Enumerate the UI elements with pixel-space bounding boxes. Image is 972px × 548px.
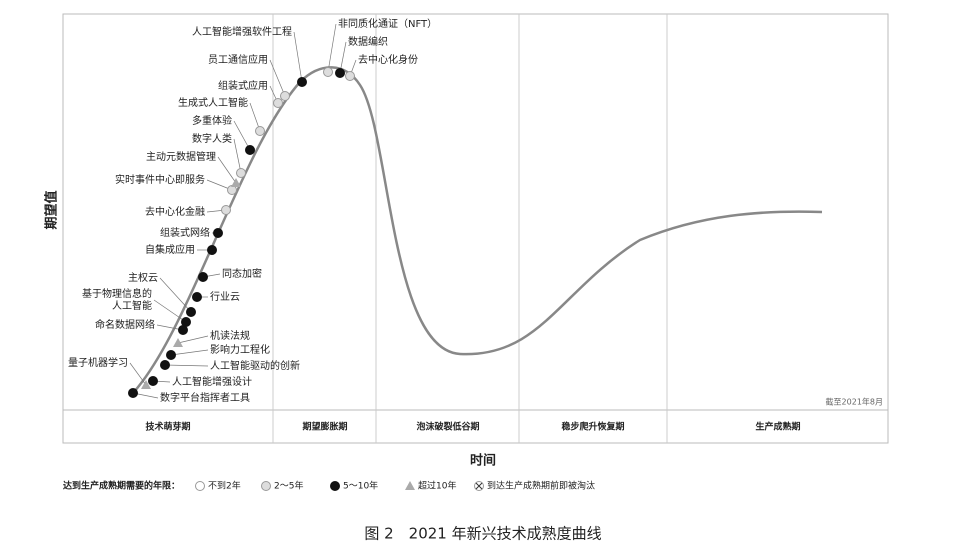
legend-label: 超过10年: [418, 480, 456, 492]
marker: [273, 98, 283, 108]
marker: [128, 388, 138, 398]
marker: [330, 481, 340, 491]
marker: [236, 168, 246, 178]
tech-label: 人工智能增强设计: [172, 375, 252, 388]
marker: [141, 380, 151, 389]
phase-label: 泡沫破裂低谷期: [416, 421, 479, 433]
tech-label: 员工通信应用: [208, 53, 268, 66]
leader: [293, 31, 303, 83]
tech-label: 主权云: [128, 271, 158, 284]
leader: [129, 362, 147, 386]
tech-label: 自集成应用: [145, 243, 195, 256]
tech-label: 机读法规: [210, 329, 250, 342]
marker: [280, 91, 290, 101]
marker-cross: [475, 482, 483, 490]
note: 截至2021年8月: [826, 397, 883, 407]
marker: [173, 338, 183, 347]
marker: [297, 77, 307, 87]
tech-label: 命名数据网络: [95, 318, 155, 331]
leader: [233, 120, 251, 151]
marker: [245, 145, 255, 155]
frame: [62, 13, 889, 444]
legend-label: 2～5年: [274, 480, 303, 492]
legend-title: 达到生产成熟期需要的年限：: [63, 480, 180, 492]
tech-label: 量子机器学习: [68, 356, 128, 369]
tech-label: 组装式应用: [218, 79, 268, 92]
tech-label: 组装式网络: [160, 226, 210, 239]
tech-label: 人工智能增强软件工程: [192, 25, 292, 38]
leader: [217, 156, 237, 184]
leader: [177, 335, 209, 344]
leader: [164, 364, 209, 367]
marker: [148, 376, 158, 386]
tech-label: 影响力工程化: [210, 343, 270, 356]
marker: [198, 272, 208, 282]
marker: [261, 481, 271, 491]
tech-label: 数字平台指挥者工具: [160, 391, 250, 404]
tech-label: 多重体验: [192, 114, 232, 127]
marker: [345, 71, 355, 81]
leader: [269, 59, 286, 97]
marker: [166, 350, 176, 360]
x-label: 时间: [470, 453, 496, 469]
leader: [170, 349, 209, 356]
tech-label: 基于物理信息的人工智能: [82, 287, 152, 312]
leader: [233, 138, 242, 174]
marker: [323, 67, 333, 77]
marker: [195, 481, 205, 491]
leader: [159, 277, 192, 313]
marker: [231, 178, 241, 187]
phase-label: 稳步爬升恢复期: [561, 421, 624, 433]
tech-label: 行业云: [210, 290, 240, 303]
tech-label: 主动元数据管理: [146, 150, 216, 163]
marker: [221, 205, 231, 215]
marker: [335, 68, 345, 78]
tech-label: 实时事件中心即服务: [115, 173, 205, 186]
marker: [255, 126, 265, 136]
tech-label: 生成式人工智能: [178, 96, 248, 109]
leader: [153, 299, 187, 323]
marker: [207, 245, 217, 255]
legend-label: 5～10年: [343, 480, 378, 492]
caption: 图 2 2021 年新兴技术成熟度曲线: [364, 525, 601, 543]
marker: [213, 228, 223, 238]
phase-label: 期望膨胀期: [302, 421, 347, 433]
legend-label: 不到2年: [208, 480, 241, 492]
phase-label: 生产成熟期: [755, 421, 800, 433]
phase-dividers: [272, 14, 668, 443]
marker: [186, 307, 196, 317]
marker: [405, 481, 415, 490]
marker: [160, 360, 170, 370]
marker: [192, 292, 202, 302]
tech-label: 数据编织: [348, 35, 388, 48]
leader: [339, 41, 347, 74]
tech-label: 去中心化身份: [358, 53, 418, 66]
tech-label: 非同质化通证（NFT）: [338, 17, 437, 30]
y-label: 期望值: [44, 190, 60, 229]
legend-label: 到达生产成熟期前即被淘汰: [487, 480, 595, 492]
tech-label: 人工智能驱动的创新: [210, 359, 300, 372]
tech-label: 同态加密: [222, 267, 262, 280]
leader: [327, 23, 337, 73]
marker: [178, 325, 188, 335]
tech-label: 去中心化金融: [145, 205, 205, 218]
tech-label: 数字人类: [192, 132, 232, 145]
phase-label: 技术萌芽期: [145, 421, 190, 433]
